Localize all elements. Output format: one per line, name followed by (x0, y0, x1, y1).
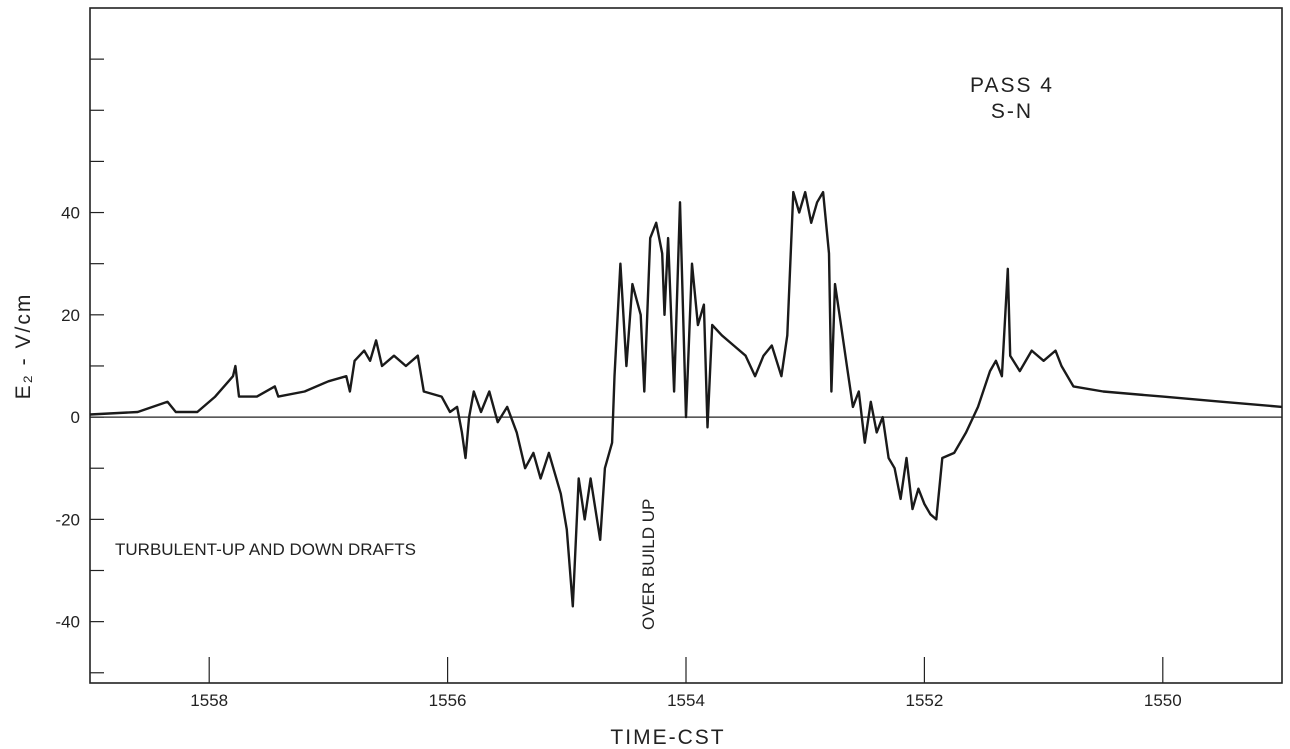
axis-ticks (90, 58, 1164, 683)
build-up-annotation: OVER BUILD UP (639, 499, 658, 630)
y-tick-label: 0 (71, 408, 80, 427)
y-axis-title: E₂ - V/cm (12, 293, 35, 400)
x-tick-label: 1552 (905, 691, 943, 710)
x-tick-label: 1554 (667, 691, 705, 710)
pass-label: PASS 4 (970, 74, 1054, 97)
plot-frame (89, 7, 1283, 684)
y-tick-label: -20 (55, 510, 80, 529)
y-tick-label: 40 (61, 204, 80, 223)
y-tick-label: 20 (61, 306, 80, 325)
x-axis-title: TIME-CST (610, 726, 725, 749)
x-tick-label: 1556 (429, 691, 467, 710)
axis-tick-labels: 1558 1556 1554 1552 1550 -40 -20 0 20 40 (55, 204, 1181, 710)
x-tick-label: 1558 (190, 691, 228, 710)
x-tick-label: 1550 (1144, 691, 1182, 710)
series-line (89, 190, 1283, 608)
direction-label: S-N (991, 100, 1033, 123)
turbulence-annotation: TURBULENT-UP AND DOWN DRAFTS (115, 540, 416, 559)
y-tick-label: -40 (55, 613, 80, 632)
